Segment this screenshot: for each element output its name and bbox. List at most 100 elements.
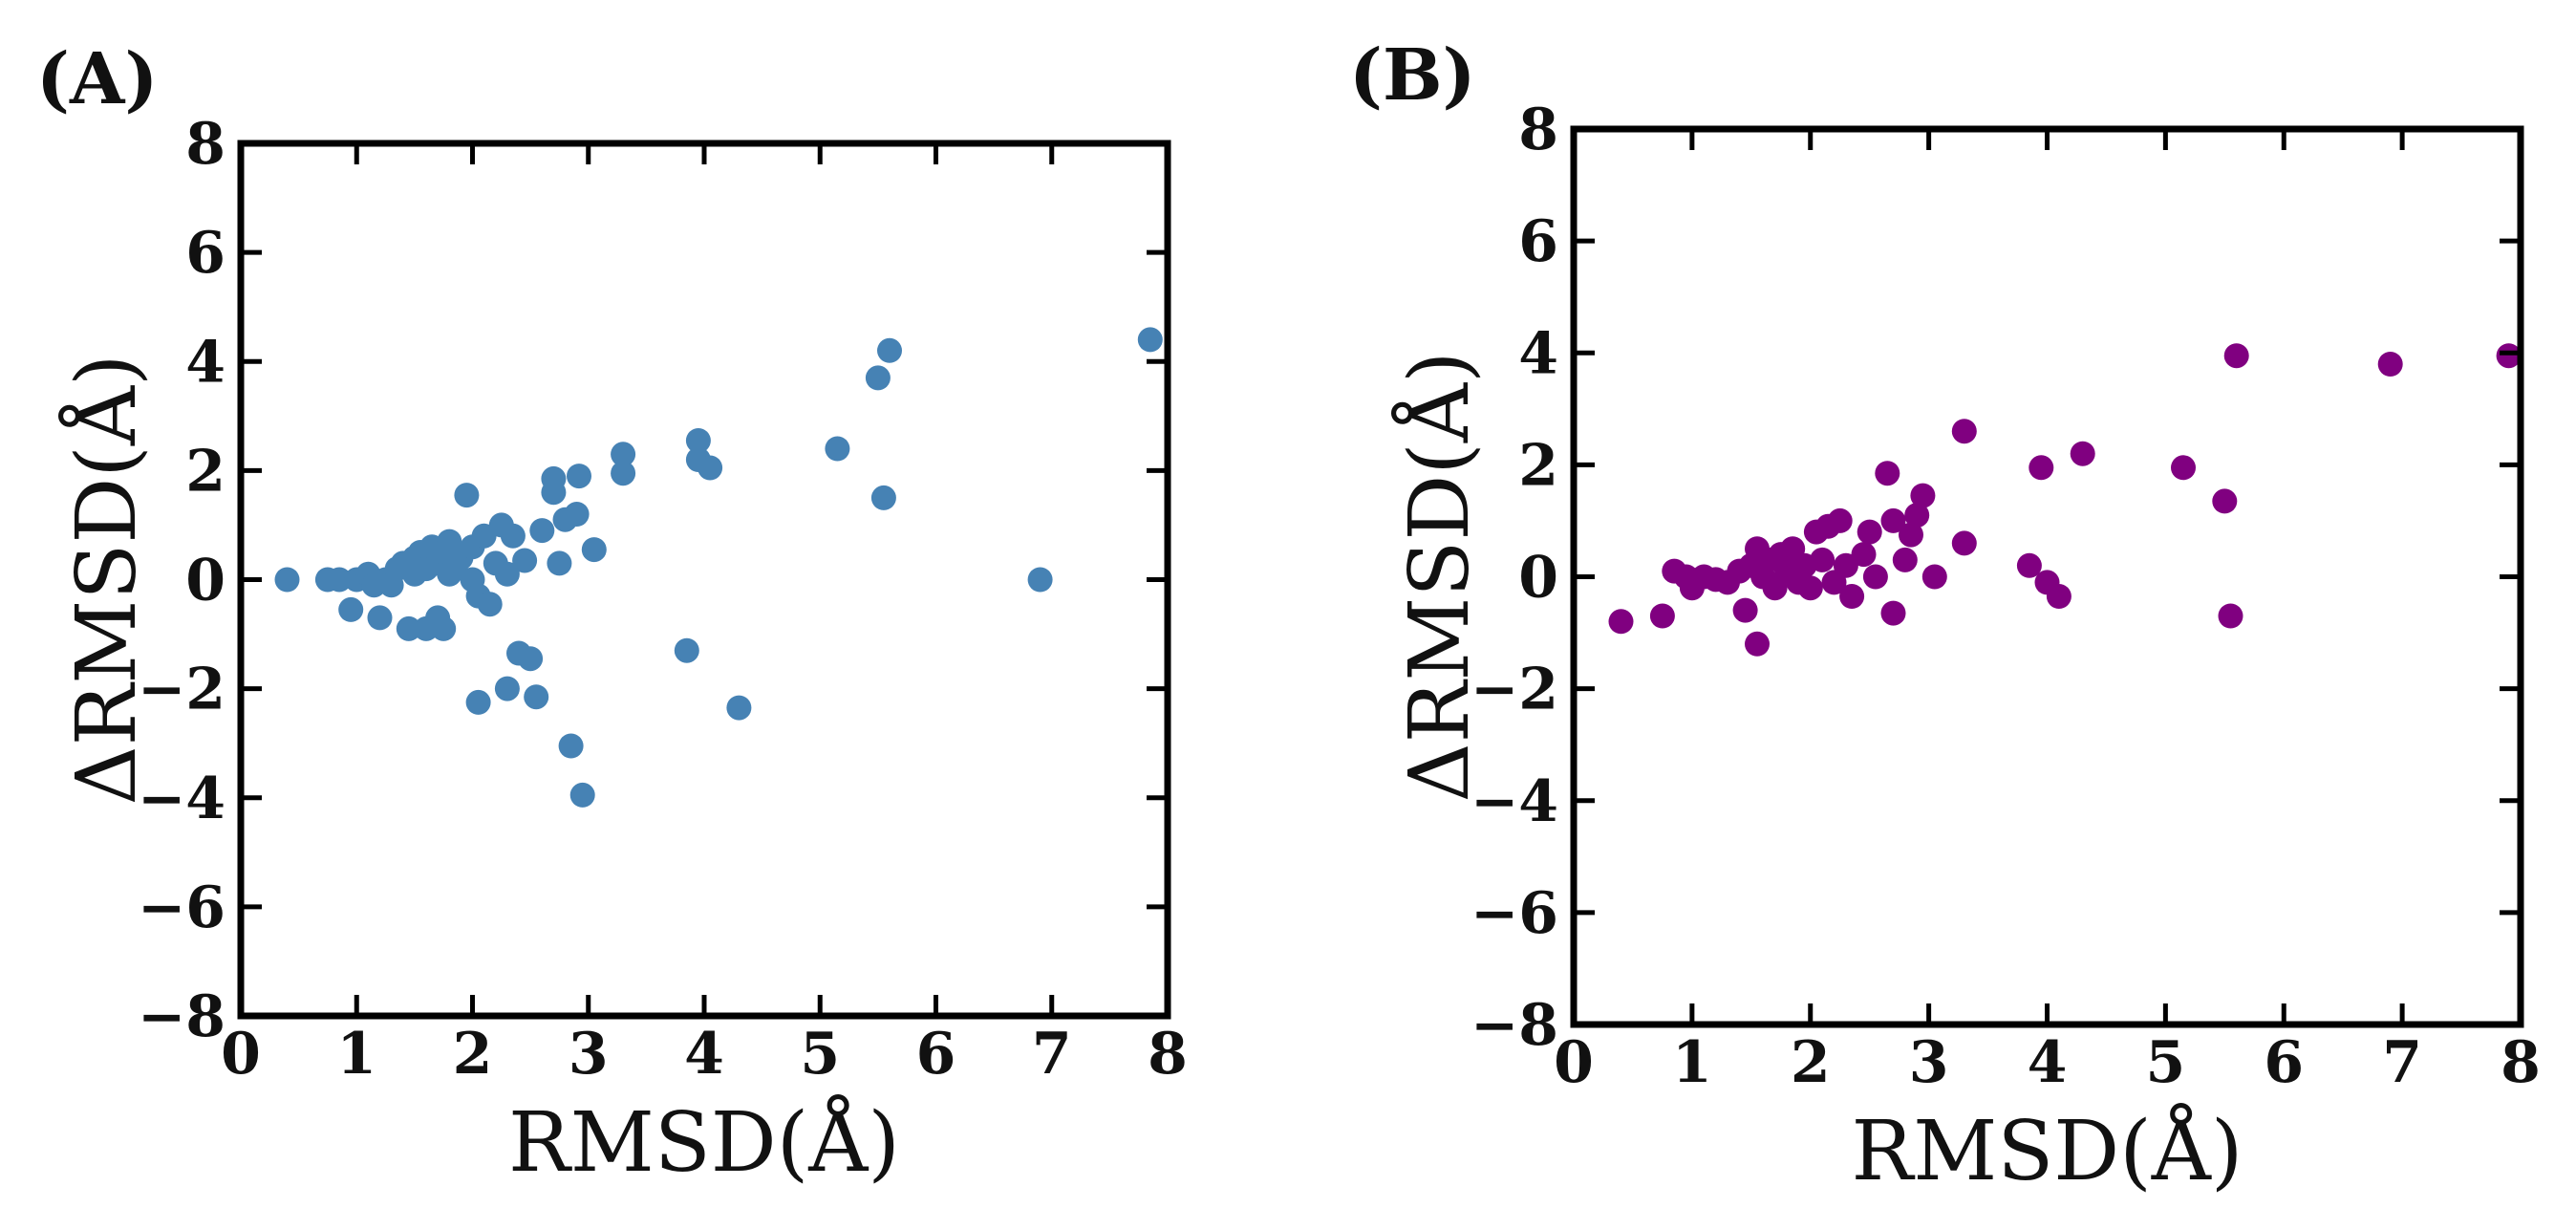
data-point [1892, 547, 1918, 572]
data-point [465, 689, 491, 715]
data-point [1027, 567, 1053, 593]
y-tick-label: −2 [1470, 657, 1558, 723]
data-point [870, 485, 896, 510]
data-point [500, 523, 526, 549]
data-point [396, 615, 421, 641]
data-point [1875, 461, 1900, 486]
x-tick-label: 6 [916, 1021, 956, 1088]
data-point [567, 464, 591, 489]
data-point [2029, 455, 2054, 481]
panel-label: (A) [36, 38, 158, 120]
data-point [1857, 519, 1882, 545]
y-tick-label: −4 [1470, 768, 1558, 835]
data-point [569, 782, 595, 808]
data-point [1732, 597, 1758, 623]
y-tick-label: −8 [138, 983, 225, 1050]
y-tick-label: 2 [185, 438, 225, 505]
data-point [518, 646, 544, 672]
x-tick-label: 4 [684, 1021, 724, 1088]
data-point [698, 455, 723, 481]
data-point [877, 337, 902, 363]
data-point [454, 483, 480, 508]
data-point [529, 518, 555, 544]
y-tick-label: −6 [138, 874, 225, 941]
data-point [685, 428, 711, 453]
data-point [2171, 455, 2196, 481]
x-tick-label: 0 [221, 1021, 261, 1088]
data-point [2377, 352, 2403, 377]
x-tick-label: 8 [1148, 1021, 1188, 1088]
y-tick-label: 6 [185, 220, 225, 287]
data-point [611, 442, 636, 467]
data-point [825, 436, 850, 462]
data-point [611, 461, 636, 486]
y-tick-label: 4 [185, 329, 225, 396]
data-point [524, 684, 549, 710]
data-point [1951, 530, 1977, 556]
x-tick-label: 1 [1672, 1029, 1712, 1096]
data-point [367, 605, 393, 631]
data-point [338, 596, 364, 622]
data-point [274, 567, 300, 593]
y-tick-label: −8 [1470, 992, 1558, 1059]
data-point [494, 561, 520, 587]
data-point [1137, 327, 1163, 353]
y-tick-label: 8 [185, 111, 225, 178]
x-tick-label: 2 [1791, 1029, 1831, 1096]
x-tick-label: 1 [336, 1021, 376, 1088]
x-tick-label: 8 [2501, 1029, 2541, 1096]
x-tick-label: 4 [2028, 1029, 2068, 1096]
data-point [327, 567, 353, 593]
y-tick-label: 2 [1518, 432, 1558, 499]
y-tick-label: 0 [1518, 545, 1558, 612]
data-point [1649, 603, 1675, 629]
data-point [1862, 564, 1888, 590]
data-point [558, 733, 584, 759]
x-axis-title: RMSD(Å) [508, 1094, 900, 1191]
data-point [674, 637, 699, 663]
x-tick-label: 3 [569, 1021, 609, 1088]
data-point [1745, 631, 1770, 657]
data-point [1827, 507, 1853, 533]
data-point [477, 592, 503, 617]
y-tick-label: −4 [138, 766, 225, 832]
y-tick-label: −2 [138, 657, 225, 723]
data-point [1904, 503, 1930, 528]
data-point [1880, 507, 1906, 533]
y-tick-label: 0 [185, 548, 225, 615]
data-point [2212, 488, 2238, 514]
data-point [1797, 575, 1823, 601]
data-point [1839, 584, 1865, 609]
data-point [726, 695, 752, 721]
data-point [1851, 542, 1877, 568]
data-point [541, 465, 567, 491]
y-tick-label: 6 [1518, 208, 1558, 275]
data-point [431, 615, 457, 641]
data-point [494, 676, 520, 701]
data-point [581, 537, 607, 563]
x-tick-label: 2 [453, 1021, 493, 1088]
x-tick-label: 7 [2382, 1029, 2422, 1096]
y-tick-label: −6 [1470, 880, 1558, 947]
x-tick-label: 7 [1032, 1021, 1072, 1088]
y-tick-label: 8 [1518, 97, 1558, 163]
x-tick-label: 6 [2264, 1029, 2304, 1096]
x-tick-label: 5 [800, 1021, 840, 1088]
panel-b: (B) 0 1 2 3 4 5 6 7 8 −8 −6 −4 −2 0 2 4 6 8 RMSD(Å) ΔRMSD(Å) [1349, 34, 2541, 1199]
data-point [1899, 522, 1923, 548]
data-point [1880, 600, 1906, 626]
data-point [2016, 552, 2042, 578]
panel-a: (A) 0 1 2 3 4 5 6 7 8 −8 −6 −4 −2 0 2 4 6 8 RMSD(Å) ΔRMSD(Å) [36, 38, 1188, 1191]
x-tick-label: 0 [1554, 1029, 1594, 1096]
data-point [2046, 584, 2072, 609]
data-point [1833, 552, 1858, 578]
y-axis-title: ΔRMSD(Å) [1391, 352, 1488, 803]
data-point [1921, 564, 1947, 590]
panel-label: (B) [1349, 34, 1476, 117]
data-point [1810, 547, 1835, 572]
y-tick-label: 4 [1518, 320, 1558, 387]
x-axis-title: RMSD(Å) [1852, 1103, 2243, 1199]
data-point [547, 550, 572, 576]
x-tick-label: 3 [1909, 1029, 1949, 1096]
data-point [2070, 441, 2095, 466]
